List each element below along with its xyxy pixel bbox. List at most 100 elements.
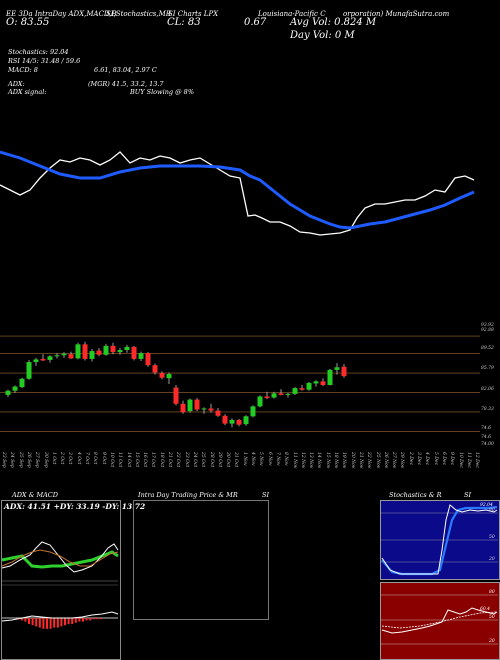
candle-body (194, 399, 200, 410)
candle-body (96, 350, 102, 355)
day-volume: Day Vol: 0 M (290, 30, 355, 41)
price-tick-8: 74.6 (481, 435, 492, 440)
candle-body (159, 373, 165, 378)
stoch-si: SI (464, 491, 472, 499)
header-title-5: orporation) MunafaSutra.com (343, 10, 450, 18)
macd-histogram-bar (46, 618, 48, 629)
candle-body (33, 359, 39, 363)
macd-histogram-bar (71, 618, 74, 624)
price-change: 0.67 (244, 17, 267, 28)
candle-body (257, 396, 263, 407)
adx-signal-value: BUY Slowing @ 8% (130, 88, 194, 96)
candle-body (5, 390, 11, 395)
stochastics-readout: Stochastics: 92.04 (8, 48, 69, 56)
candle-body (285, 393, 291, 395)
candle-body (110, 345, 116, 353)
candle-body (166, 374, 172, 379)
macd-histogram-bar (20, 618, 23, 621)
price-tick-6: 78.33 (481, 407, 494, 412)
macd-histogram-bar (100, 618, 102, 620)
header-title-1: EE 3Da IntraDay ADX,MACD,B (6, 10, 117, 18)
candle-body (26, 362, 32, 379)
candle-body (103, 345, 109, 355)
candle-body (201, 408, 207, 410)
macd-histogram-bar (60, 618, 63, 627)
price-grid (0, 335, 480, 432)
blue-ema-line (0, 150, 475, 230)
open-price: O: 83.55 (6, 17, 50, 28)
candle-body (82, 344, 88, 359)
macd-histogram-bar (35, 618, 38, 627)
candle-body (306, 382, 312, 390)
macd-values: 6.61, 83.04, 2.97 C (94, 66, 157, 74)
candle-body (292, 388, 298, 394)
candle-body (236, 419, 242, 425)
candle-body (264, 396, 270, 399)
candle-body (138, 353, 144, 359)
candle-body (320, 381, 326, 385)
candle-body (117, 350, 123, 353)
macd-histogram-bar (96, 618, 99, 620)
candle-body (145, 353, 151, 366)
macd-histogram-bar (67, 618, 70, 624)
rsi-tick-80: 80 (489, 590, 495, 595)
price-chart (0, 150, 480, 432)
header-title-2: SI,Stochastics,MR (106, 10, 172, 18)
intraday-title: Intra Day Trading Price & MR (138, 491, 238, 499)
candle-body (243, 416, 249, 425)
intraday-panel (133, 500, 269, 620)
candle-body (89, 351, 95, 359)
macd-histogram-bar (31, 618, 34, 626)
candle-body (131, 346, 137, 359)
price-tick-3: 89.52 (481, 346, 494, 351)
macd-histogram-bar (64, 618, 66, 626)
candle-body (68, 354, 74, 359)
macd-histogram-bar (24, 618, 27, 622)
rsi-tick-20: 20 (489, 639, 495, 644)
white-sma-line (0, 151, 475, 236)
candle-body (75, 344, 81, 359)
macd-histogram-bar (89, 618, 92, 621)
candle-body (61, 353, 67, 356)
rsi-value-label: 60.4 (480, 607, 491, 612)
macd-label: MACD: 8 (8, 66, 38, 74)
avg-volume: Avg Vol: 0.824 M (290, 17, 377, 28)
candles (5, 341, 347, 428)
stoch-tick-80: 80 (489, 508, 495, 513)
candle-body (327, 369, 333, 385)
macd-histogram-bar (85, 618, 88, 621)
macd-histogram-bar (49, 618, 52, 629)
candle-body (208, 408, 214, 411)
candle-body (124, 346, 130, 351)
stoch-value-label: 92.04 (480, 503, 493, 508)
macd-histogram-bar (53, 618, 56, 628)
adx-values-text: ADX: 41.51 +DY: 33.19 -DY: 13.72 (4, 502, 146, 511)
candle-body (40, 358, 46, 361)
candle-body (12, 386, 18, 391)
adx-label: ADX: (8, 80, 25, 88)
candle-body (173, 387, 179, 404)
stoch-title: Stochastics & R (389, 491, 442, 499)
macd-histogram-bar (82, 618, 84, 622)
candle-body (278, 393, 284, 395)
candle-body (152, 365, 158, 373)
candle-body (215, 410, 221, 416)
candle-body (19, 378, 25, 388)
macd-histogram-bar (42, 618, 45, 629)
price-tick-5: 82.06 (481, 387, 494, 392)
adx-values: (MGR) 41.5, 33.2, 13.7 (88, 80, 164, 88)
macd-histogram-bar (38, 618, 41, 628)
adx-macd-title: ADX & MACD (12, 491, 58, 499)
price-tick-2: 92.88 (481, 328, 494, 333)
stoch-tick-20: 20 (489, 557, 495, 562)
header-title-3: SI Charts LPX (168, 10, 219, 18)
stoch-tick-50: 50 (489, 535, 495, 540)
candle-body (187, 399, 193, 412)
price-tick-9: 74.00 (481, 442, 494, 447)
candle-body (54, 355, 60, 357)
adx-signal-label: ADX signal: (8, 88, 47, 96)
rsi-readout: RSI 14/5: 31.48 / 59.6 (8, 57, 81, 65)
